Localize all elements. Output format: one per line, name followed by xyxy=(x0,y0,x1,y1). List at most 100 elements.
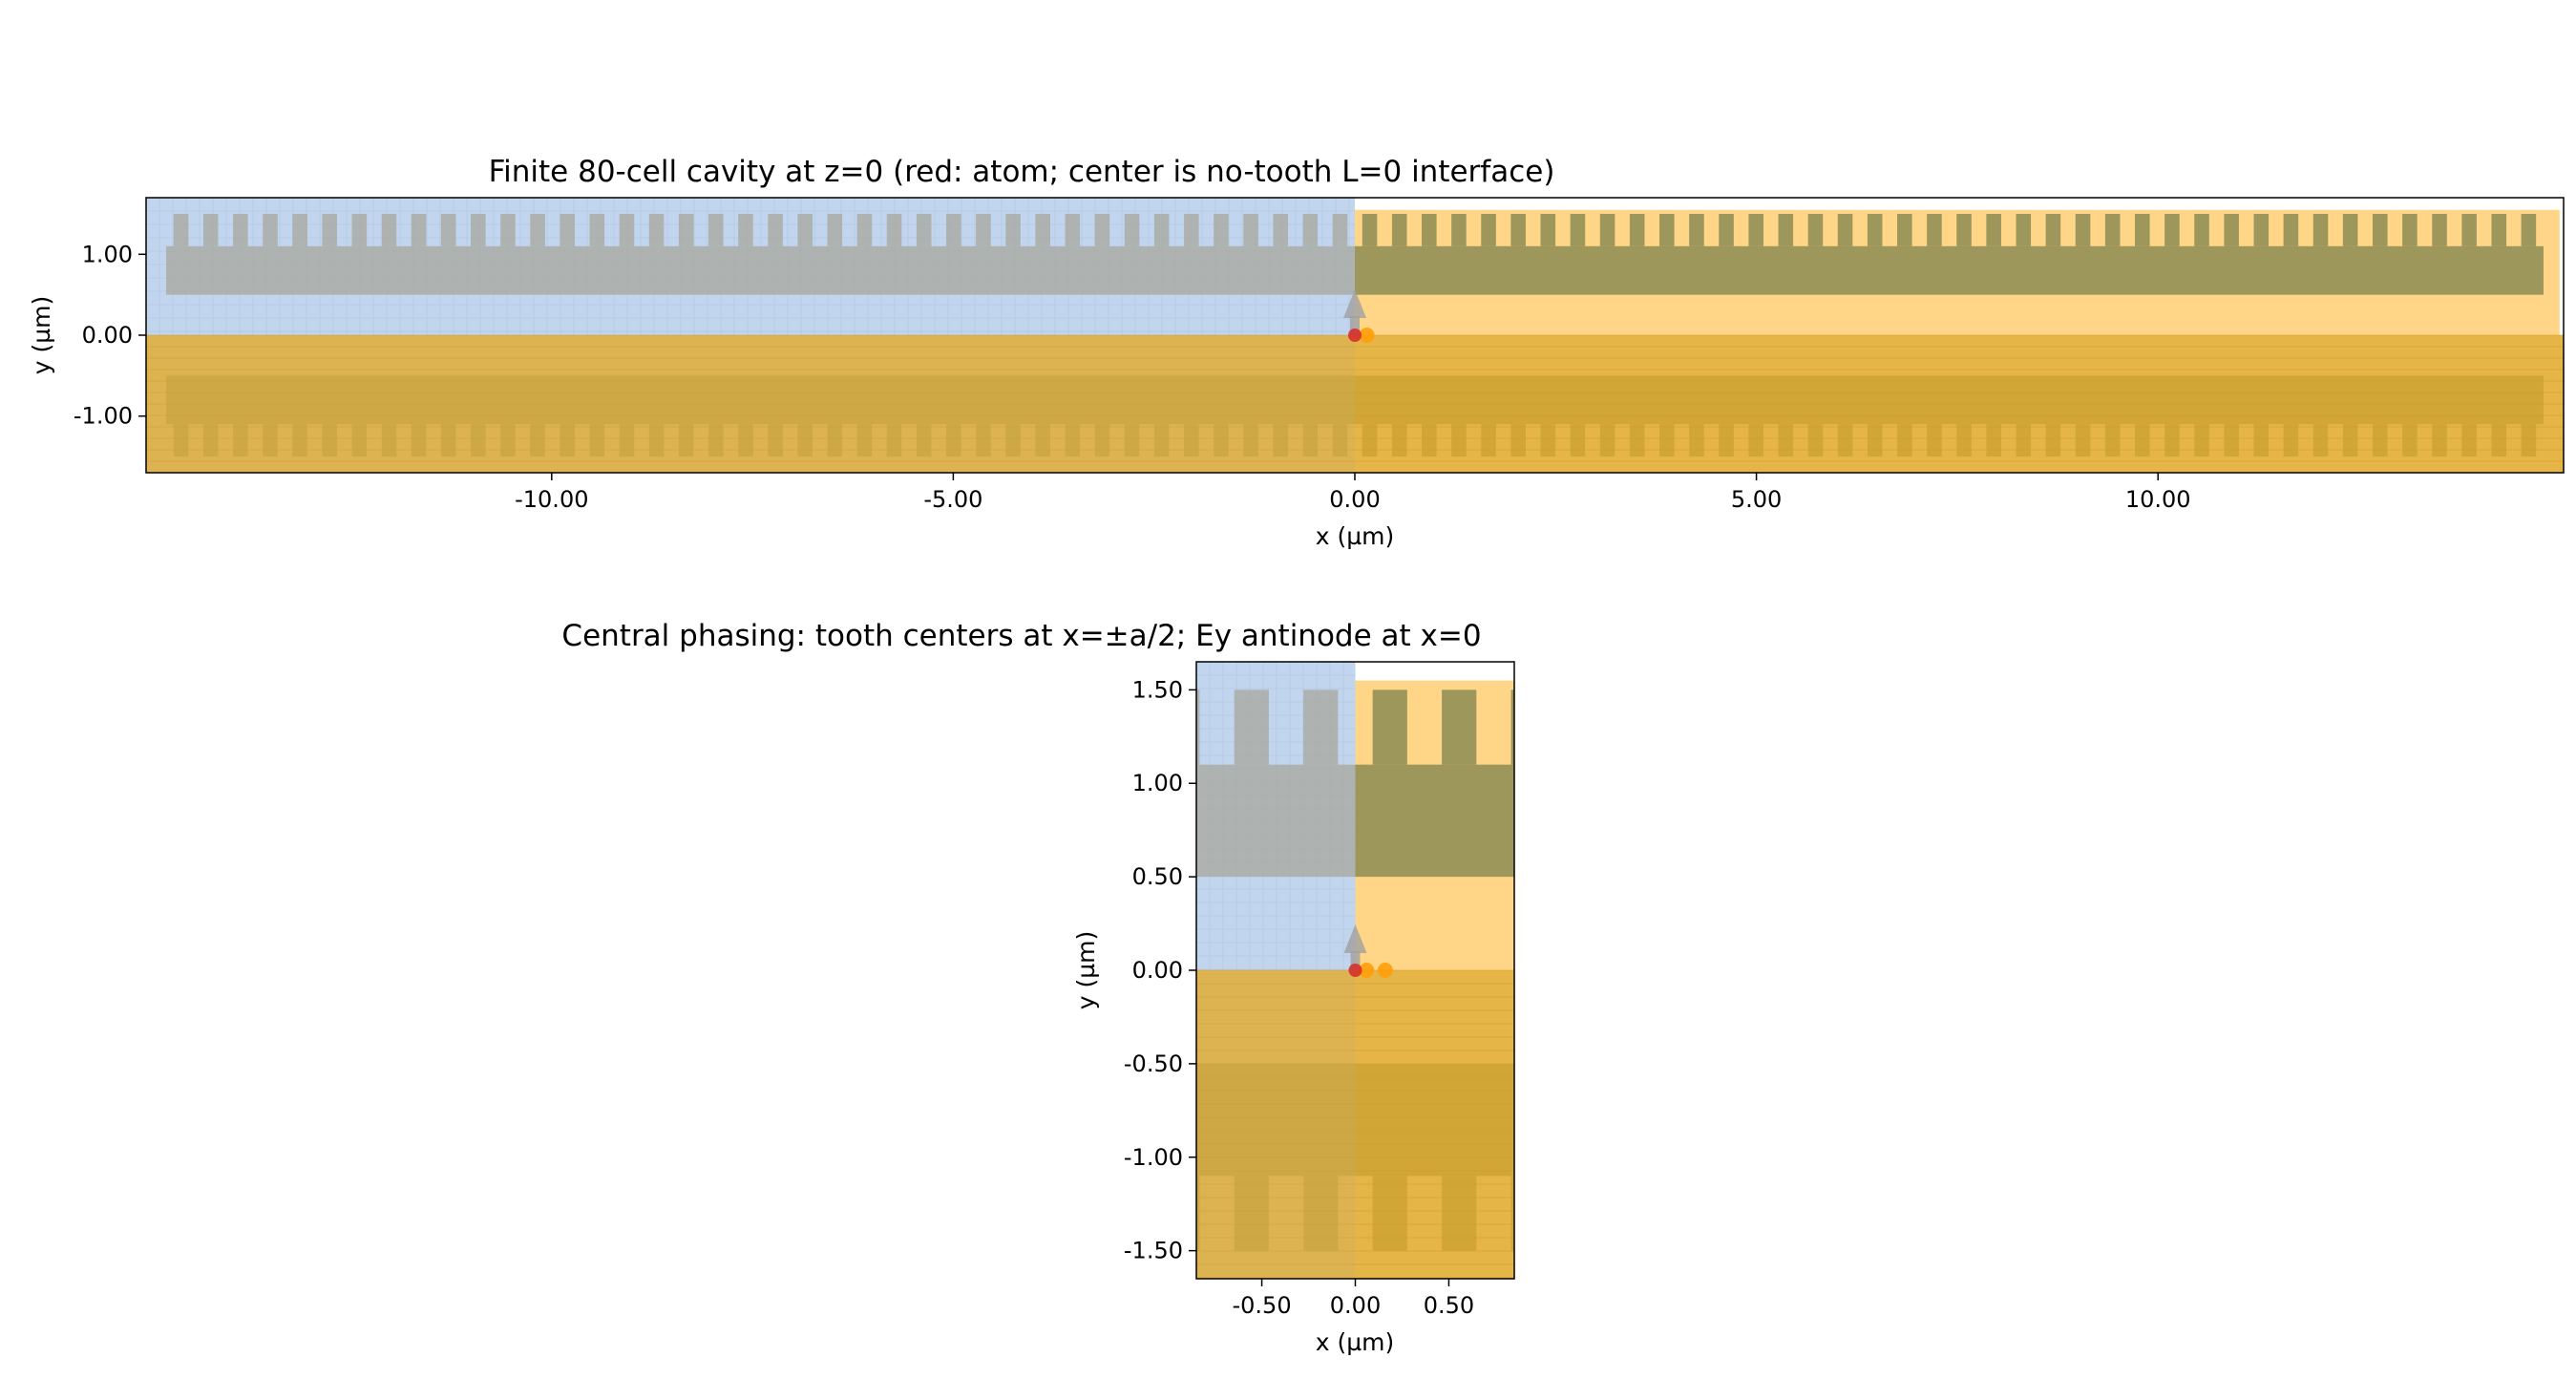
tooth-lower xyxy=(1214,424,1229,457)
tooth-upper-left xyxy=(173,213,189,246)
tooth-upper-left xyxy=(233,213,248,246)
tooth-upper-right xyxy=(1391,213,1407,246)
bottom-plot-y-ticks: -1.50 -1.00 -0.50 0.00 0.50 1.00 1.50 xyxy=(1124,676,1196,1264)
tooth-upper-right xyxy=(1867,213,1883,246)
y-tick-label: -1.50 xyxy=(1124,1238,1183,1264)
tooth-upper-right xyxy=(1629,213,1645,246)
tooth-lower xyxy=(1362,424,1378,457)
tooth-upper-left xyxy=(1214,213,1229,246)
tooth-lower xyxy=(560,424,575,457)
tooth-lower xyxy=(1748,424,1763,457)
bottom-plot-title: Central phasing: tooth centers at x=±a/2… xyxy=(561,619,1481,653)
tooth-lower xyxy=(2016,424,2032,457)
tooth-lower xyxy=(2402,424,2418,457)
tooth-upper-left xyxy=(1243,213,1258,246)
upper-beam-right xyxy=(1355,764,1514,878)
tooth-lower xyxy=(1391,424,1407,457)
tooth-lower xyxy=(2224,424,2239,457)
tooth-lower xyxy=(1659,424,1675,457)
tooth-upper-right xyxy=(1510,213,1526,246)
tooth-lower xyxy=(976,424,991,457)
tooth-upper-left xyxy=(351,213,368,246)
tooth-upper-right xyxy=(2432,213,2447,246)
polarization-arrow-head xyxy=(1343,289,1366,318)
atom-point xyxy=(1348,329,1362,342)
tooth-lower xyxy=(2432,424,2447,457)
tooth-lower xyxy=(530,424,545,457)
tooth-lower xyxy=(233,424,248,457)
tooth-lower xyxy=(886,424,902,457)
tooth-lower xyxy=(2253,424,2270,457)
tooth-upper-right xyxy=(2164,213,2180,246)
bottom-plot-x-ticks: -0.50 0.00 0.50 xyxy=(1233,1279,1474,1319)
x-tick-label: -0.50 xyxy=(1233,1292,1292,1319)
tooth-upper-left xyxy=(678,213,694,246)
tooth-lower xyxy=(2135,424,2150,457)
tooth-upper-left xyxy=(1273,213,1288,246)
x-tick-label: 0.50 xyxy=(1424,1292,1474,1319)
tooth-lower xyxy=(1540,424,1556,457)
tooth-lower xyxy=(1153,424,1170,457)
tooth-lower xyxy=(1422,424,1437,457)
tooth-upper-right xyxy=(2461,213,2477,246)
lower-left-tint xyxy=(1196,970,1356,1279)
tooth-lower xyxy=(1719,424,1734,457)
tooth-upper-right xyxy=(2402,213,2418,246)
tooth-upper-left xyxy=(797,213,813,246)
top-plot-content xyxy=(146,198,2564,473)
tooth-upper-left xyxy=(322,213,337,246)
source-point xyxy=(1359,963,1375,978)
tooth-lower xyxy=(768,424,783,457)
tooth-lower xyxy=(2045,424,2061,457)
tooth-upper-left xyxy=(1094,213,1110,246)
tooth-lower xyxy=(440,424,456,457)
tooth-lower xyxy=(1481,424,1496,457)
tooth-upper-right xyxy=(2491,213,2507,246)
tooth-lower xyxy=(322,424,337,457)
tooth-lower xyxy=(1005,424,1021,457)
tooth-upper-right xyxy=(1540,213,1556,246)
tooth-lower xyxy=(1837,424,1853,457)
tooth-lower xyxy=(1035,424,1050,457)
tooth-upper-right xyxy=(1481,213,1496,246)
y-tick-label: -1.00 xyxy=(1124,1144,1183,1171)
tooth-upper-right xyxy=(1807,213,1824,246)
y-tick-label: 1.00 xyxy=(82,241,133,267)
tooth-lower xyxy=(411,424,427,457)
tooth-upper-right xyxy=(1362,213,1378,246)
tooth-lower xyxy=(292,424,307,457)
tooth-lower xyxy=(1273,424,1288,457)
source-point xyxy=(1377,963,1393,978)
tooth-upper-left xyxy=(589,213,605,246)
polarization-arrow-head xyxy=(1343,924,1367,953)
tooth-lower xyxy=(2521,424,2537,457)
lower-beam xyxy=(1196,1063,1514,1177)
tooth-upper-right xyxy=(2194,213,2209,246)
tooth-upper-left xyxy=(1302,213,1319,246)
tooth-lower xyxy=(1302,424,1319,457)
tooth-lower xyxy=(2164,424,2180,457)
tooth-upper-right xyxy=(1689,213,1704,246)
tooth-upper-left xyxy=(530,213,545,246)
tooth-lower xyxy=(2075,424,2091,457)
tooth-lower xyxy=(1234,1176,1269,1251)
tooth-upper-left xyxy=(202,213,219,246)
tooth-upper-left xyxy=(500,213,516,246)
tooth-lower xyxy=(500,424,516,457)
tooth-upper-right xyxy=(1778,213,1794,246)
tooth-upper-left xyxy=(827,213,843,246)
tooth-lower xyxy=(2104,424,2121,457)
top-plot-y-ticks: -1.00 0.00 1.00 xyxy=(74,241,146,430)
tooth-upper-right xyxy=(1422,213,1437,246)
x-tick-label: 0.00 xyxy=(1329,486,1380,513)
tooth-lower xyxy=(619,424,635,457)
tooth-lower xyxy=(1451,424,1467,457)
tooth-lower xyxy=(263,424,278,457)
tooth-lower xyxy=(856,424,873,457)
tooth-lower xyxy=(1629,424,1645,457)
tooth-upper-left xyxy=(1005,213,1021,246)
tooth-upper-left xyxy=(381,213,397,246)
tooth-upper-right xyxy=(2342,213,2358,246)
tooth-upper-right xyxy=(1599,213,1615,246)
tooth-upper-right xyxy=(1451,213,1467,246)
